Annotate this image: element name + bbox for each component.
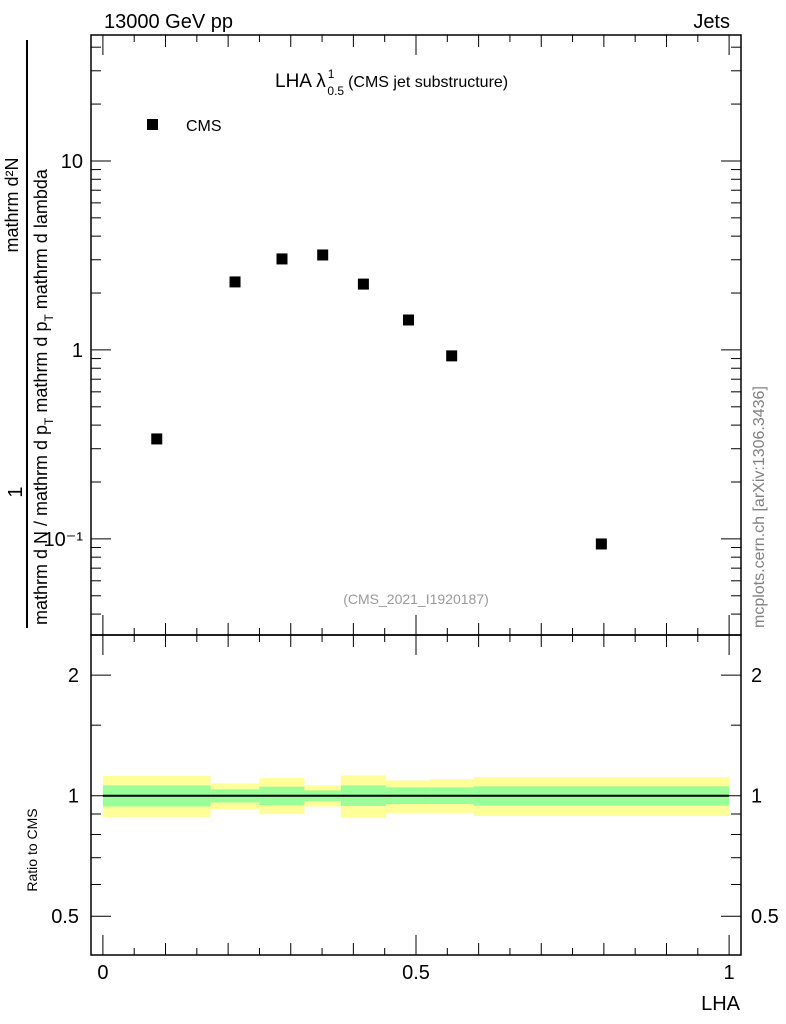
legend-label-cms: CMS [186,118,222,135]
data-point-cms [402,314,414,326]
legend-marker-cms [147,119,158,130]
ylabel-den-sub: T [42,417,56,425]
ratio-y-tick-label: 0.5 [51,906,79,928]
x-tick-label: 1 [724,962,735,984]
x-tick-label: 0.5 [402,962,430,984]
header-left: 13000 GeV pp [104,11,233,33]
data-point-cms [317,249,329,261]
ylabel-inner-den: mathrm d p [31,322,51,413]
side-label: mcplots.cern.ch [arXiv:1306.3436] [751,386,768,628]
ratio-y-tick-label-right: 0.5 [751,906,779,928]
data-point-cms [276,253,288,265]
y-axis-label-main: 1 mathrm d N / mathrm d pT mathrm d pT m… [2,40,56,628]
x-axis-label: LHA [701,993,741,1015]
data-point-cms [446,350,458,362]
data-point-cms [151,433,163,445]
title-main: LHA λ [275,71,326,92]
ylabel-inner-den-suffix: mathrm d lambda [31,168,51,314]
ylabel-den-text: mathrm d N / mathrm d p [31,425,51,625]
header-right: Jets [693,11,730,33]
y-tick-label: 1 [72,340,83,362]
data-point-cms [595,538,607,550]
ratio-ylabel: Ratio to CMS [24,808,40,891]
x-tick-label: 0 [97,962,108,984]
ylabel-numerator: 1 [5,486,27,497]
title-sup: 1 [328,67,335,81]
ylabel-inner-numerator: mathrm d²N [2,157,22,252]
ratio-y-tick-label-right: 1 [751,786,762,808]
data-point-cms [229,276,241,288]
ylabel-inner-den-sub: T [42,314,56,322]
analysis-label: (CMS_2021_I1920187) [343,591,489,607]
main-plot: LHA λ 1 0.5 (CMS jet substructure) CMS (CMS… [147,67,508,607]
plot-title: LHA λ 1 0.5 (CMS jet substructure) [275,67,508,98]
ratio-y-tick-label: 1 [68,786,79,808]
ratio-y-tick-label-right: 2 [751,665,762,687]
y-tick-label: 10 [61,151,83,173]
ylabel-denominator: mathrm d N / mathrm d pT mathrm d pT mat… [31,168,56,625]
ratio-y-tick-label: 2 [68,665,79,687]
data-point-cms [357,278,369,290]
title-sub: 0.5 [327,84,344,98]
y-tick-label: 10⁻¹ [44,529,84,551]
title-suffix: (CMS jet substructure) [348,74,508,91]
